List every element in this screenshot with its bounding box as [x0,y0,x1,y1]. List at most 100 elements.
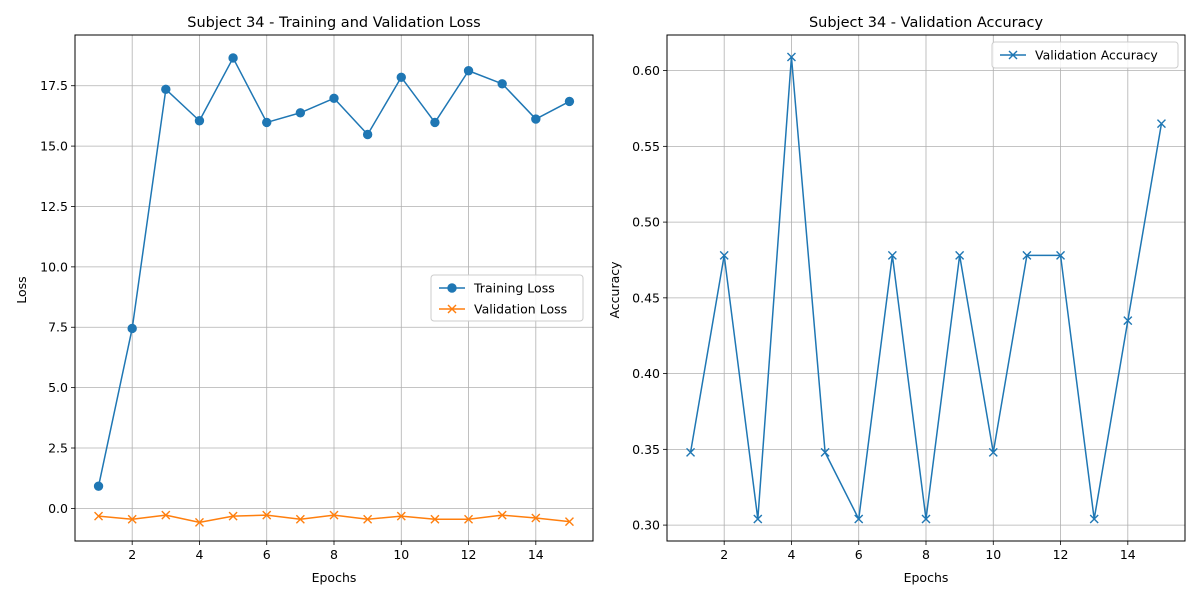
accuracy-chart-xtick-label: 8 [922,547,930,562]
accuracy-chart-validation-accuracy-point [955,250,965,260]
accuracy-chart-ylabel: Accuracy [607,261,622,319]
accuracy-chart-xtick-label: 2 [720,547,728,562]
accuracy-chart-validation-accuracy-point-stroke-b [1089,514,1099,524]
loss-chart-training-loss-point [430,117,440,128]
loss-chart-ytick-label: 17.5 [40,78,68,93]
loss-chart-legend-validation-loss-marker [447,304,457,314]
loss-chart-validation-loss-point [430,514,440,524]
accuracy-chart-legend-box [991,41,1179,69]
loss-chart-training-loss-point [127,323,137,334]
loss-chart-ytick-label: 5.0 [48,380,68,395]
accuracy-chart-ytick-label: 0.50 [632,215,660,230]
loss-chart-validation-loss-point-stroke-b [194,517,204,527]
loss-chart-validation-loss-point [127,514,137,524]
accuracy-chart-validation-accuracy-point [988,447,998,457]
accuracy-chart-validation-accuracy-point-stroke-b [955,250,965,260]
accuracy-chart-ytick-label: 0.45 [632,290,660,305]
loss-chart-validation-loss-point [531,513,541,523]
accuracy-chart-validation-accuracy-point [1156,119,1166,129]
loss-chart-ylabel: Loss [14,276,29,303]
loss-chart-xtick-label: 12 [461,547,477,562]
loss-chart-title: Subject 34 - Training and Validation Los… [187,15,480,31]
loss-chart-training-loss-point [396,72,406,82]
accuracy-chart-validation-accuracy-point-stroke-b [753,514,763,524]
accuracy-chart-xtick-label: 4 [787,547,795,562]
loss-chart-ytick-label: 10.0 [40,259,68,274]
accuracy-chart-validation-accuracy-point [753,514,763,524]
accuracy-chart-validation-accuracy-point-stroke-b [921,514,931,524]
accuracy-chart-ytick-label: 0.30 [632,518,660,533]
loss-chart-validation-loss-point-stroke-b [329,510,339,520]
accuracy-chart-validation-accuracy-point-stroke-b [719,250,729,260]
loss-chart-validation-loss-point-stroke-b [94,511,104,521]
accuracy-chart-legend-validation-accuracy-marker [1008,50,1018,60]
accuracy-chart-title: Subject 34 - Validation Accuracy [809,15,1044,31]
loss-chart-training-loss-point [329,93,339,103]
loss-chart-legend: Training Loss Validation Loss [430,274,584,322]
loss-chart-validation-loss-point-stroke-b [295,514,305,524]
accuracy-chart-ytick-label: 0.55 [632,139,660,154]
loss-chart-validation-loss-point-stroke-b [228,511,238,521]
loss-chart-xlabel: Epochs [312,570,357,585]
accuracy-chart-xlabel: Epochs [904,570,949,585]
loss-chart-validation-loss-point [262,510,272,520]
accuracy-chart-validation-accuracy-point [887,250,897,260]
accuracy-chart-legend-validation-accuracy-marker-stroke-b [1008,50,1018,60]
loss-chart-validation-loss-point [228,511,238,521]
loss-chart-legend-training-loss-marker [447,283,457,293]
accuracy-chart-validation-accuracy-point-stroke-b [1156,119,1166,129]
accuracy-chart-validation-accuracy-point [1123,316,1133,326]
accuracy-chart-validation-accuracy-point [786,52,796,62]
accuracy-chart-validation-accuracy-point-stroke-b [988,447,998,457]
accuracy-chart-validation-accuracy-point-stroke-b [820,447,830,457]
loss-chart-validation-loss-point [329,510,339,520]
loss-chart-validation-loss-point-stroke-b [497,510,507,520]
loss-chart-validation-loss-point [363,514,373,524]
loss-chart-legend-training-loss-label: Training Loss [473,281,555,296]
accuracy-chart-validation-accuracy-point [1022,250,1032,260]
accuracy-chart-validation-accuracy-point [854,514,864,524]
loss-chart-xtick-label: 10 [393,547,409,562]
loss-chart-validation-loss-point-stroke-b [363,514,373,524]
accuracy-chart-xtick-label: 6 [855,547,863,562]
loss-chart-ytick-label: 0.0 [48,501,68,516]
loss-chart-validation-loss-point-stroke-b [396,511,406,521]
loss-chart-legend-box [430,274,584,322]
accuracy-chart-validation-accuracy-point [921,514,931,524]
accuracy-chart-xtick-label: 12 [1053,547,1069,562]
accuracy-chart-validation-accuracy-point-stroke-b [1056,250,1066,260]
accuracy-chart-validation-accuracy-point-stroke-b [887,250,897,260]
loss-chart-validation-loss-point [295,514,305,524]
accuracy-chart-ytick-label: 0.60 [632,63,660,78]
accuracy-chart-xtick-label: 10 [985,547,1001,562]
loss-chart-legend-validation-loss-marker-stroke-b [447,304,457,314]
loss-chart-frame [74,34,594,542]
loss-chart: Subject 34 - Training and Validation Los… [14,15,594,585]
accuracy-chart-frame [666,34,1186,542]
loss-chart-ytick-label: 12.5 [40,199,68,214]
loss-chart-validation-loss-point [564,517,574,527]
loss-chart-validation-loss-point-stroke-b [531,513,541,523]
loss-chart-training-loss-point [262,117,272,128]
loss-chart-validation-loss-point [194,517,204,527]
accuracy-chart-ytick-label: 0.40 [632,366,660,381]
accuracy-chart-legend-validation-accuracy-label: Validation Accuracy [1035,48,1158,63]
loss-chart-training-loss-point [463,66,474,76]
loss-chart-training-loss-point [93,481,104,491]
loss-chart-xtick-label: 2 [128,547,136,562]
loss-chart-validation-loss-point [396,511,406,521]
loss-chart-training-loss-point [161,84,171,95]
accuracy-chart-validation-accuracy-point-stroke-b [786,52,796,62]
loss-chart-xtick-label: 6 [263,547,271,562]
loss-chart-training-loss-point [295,108,306,118]
accuracy-chart-validation-accuracy-point-stroke-b [686,447,696,457]
accuracy-chart-validation-accuracy-point-stroke-b [1022,250,1032,260]
accuracy-chart-xtick-label: 14 [1120,547,1136,562]
accuracy-chart-validation-accuracy-point-stroke-b [1123,316,1133,326]
loss-chart-validation-loss-point [464,514,474,524]
loss-chart-validation-loss-point [94,511,104,521]
loss-chart-training-loss-point [228,53,238,63]
loss-chart-validation-loss-point-stroke-b [564,517,574,527]
loss-chart-validation-loss-point-stroke-b [161,510,171,520]
